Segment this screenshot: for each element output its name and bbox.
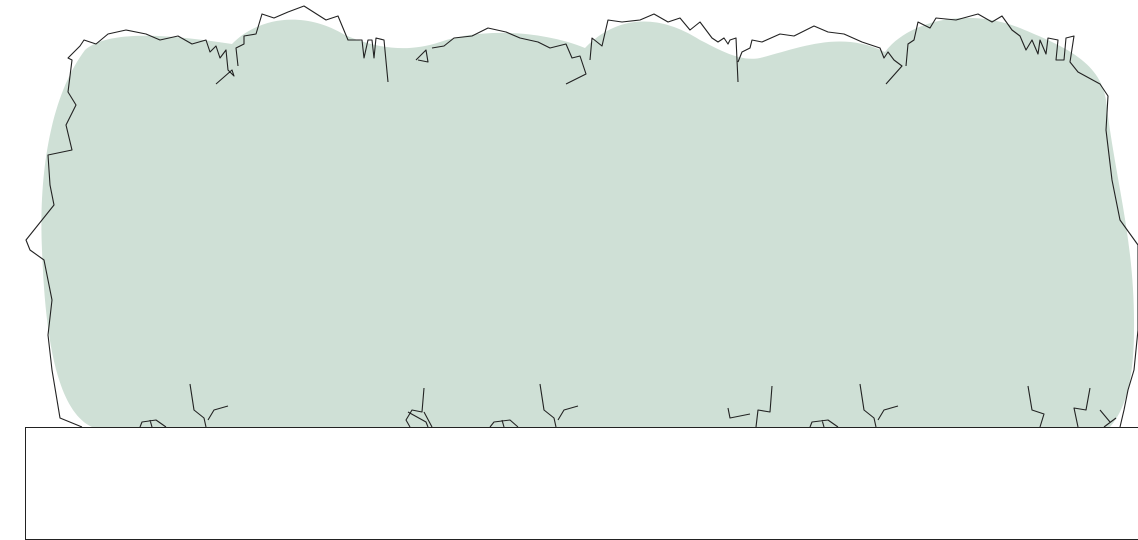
planter-box	[25, 427, 1138, 540]
hedge-fill	[41, 17, 1135, 428]
hedge-outline	[25, 5, 1138, 428]
